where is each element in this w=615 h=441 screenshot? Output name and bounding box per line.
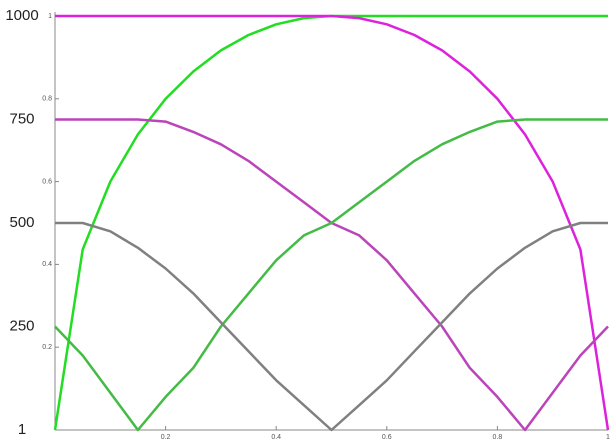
series-line	[54, 118, 608, 432]
x-tick-label: 0.8	[493, 434, 503, 441]
y-tick-label: 0.4	[42, 261, 52, 268]
y-tick-label: 0.2	[42, 344, 52, 351]
series-line	[55, 118, 609, 432]
x-tick-label: 0.2	[161, 434, 171, 441]
y-tick-label: 0.6	[42, 178, 52, 185]
x-tick-label: 1	[606, 434, 610, 441]
y-tick-label: 1	[48, 13, 52, 20]
outer-y-tick-label: 750	[9, 110, 34, 127]
outer-y-tick-label: 1000	[5, 7, 38, 24]
x-tick-label: 0.4	[271, 434, 281, 441]
series-line	[55, 14, 610, 431]
x-tick-label: 0.6	[382, 434, 392, 441]
outer-y-tick-label: 250	[9, 317, 34, 334]
outer-y-tick-label: 500	[9, 214, 34, 231]
outer-y-tick-label: 1	[18, 421, 26, 438]
series-line	[55, 221, 608, 432]
y-tick-label: 0.8	[42, 96, 52, 103]
